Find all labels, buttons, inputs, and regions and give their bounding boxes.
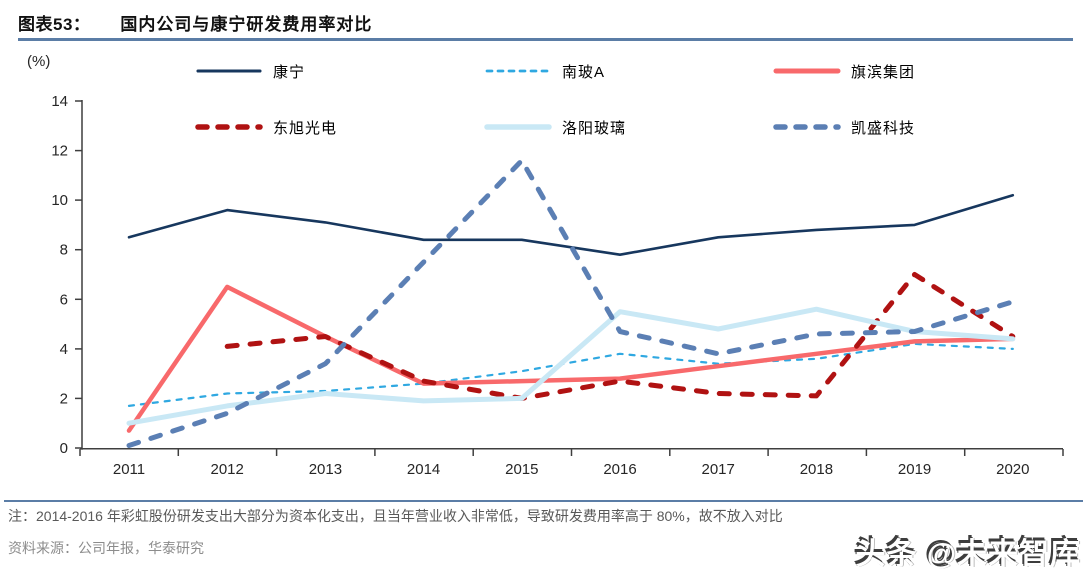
series-line-corning xyxy=(127,193,1015,256)
y-tick-labels: 0 2 4 6 8 10 12 14 xyxy=(51,93,68,457)
legend-item-luoyang: 洛阳玻璃 xyxy=(483,119,627,137)
legend-label-luoyang: 洛阳玻璃 xyxy=(562,119,627,137)
svg-text:2014: 2014 xyxy=(407,461,440,478)
source-text: 资料来源：公司年报，华泰研究 xyxy=(8,540,204,556)
title-underline xyxy=(18,38,1073,41)
series-line-luoyang xyxy=(126,306,1016,426)
svg-text:12: 12 xyxy=(51,143,68,160)
svg-text:2: 2 xyxy=(60,390,68,407)
svg-text:4: 4 xyxy=(60,341,68,358)
chart-number-label: 图表53： xyxy=(18,15,91,34)
legend-label-kibing: 旗滨集团 xyxy=(851,63,916,81)
y-axis xyxy=(75,100,83,450)
chart-title-row: 图表53： 国内公司与康宁研发费用率对比 xyxy=(18,10,372,35)
legend-label-dongxu: 东旭光电 xyxy=(273,119,338,137)
legend-item-csg-a: 南玻A xyxy=(483,63,606,81)
svg-text:2012: 2012 xyxy=(211,461,244,478)
svg-text:6: 6 xyxy=(60,291,68,308)
legend-label-corning: 康宁 xyxy=(273,63,306,81)
page-title: 国内公司与康宁研发费用率对比 xyxy=(120,15,373,34)
x-axis xyxy=(79,447,1064,456)
footnote-text: 注：2014-2016 年彩虹股份研发支出大部分为资本化支出，且当年营业收入非常… xyxy=(8,508,783,524)
footer-divider xyxy=(4,500,1083,502)
legend-swatch-corning xyxy=(196,69,262,73)
svg-text:2018: 2018 xyxy=(800,461,833,478)
watermark-text: 头条 @未来智库 xyxy=(855,538,1081,571)
series-line-kaisheng xyxy=(126,158,1016,448)
svg-text:2015: 2015 xyxy=(505,461,538,478)
legend-swatch-kibing xyxy=(773,68,841,74)
series-line-kibing xyxy=(126,284,1016,433)
svg-text:2020: 2020 xyxy=(996,461,1029,478)
svg-text:2013: 2013 xyxy=(309,461,342,478)
svg-text:8: 8 xyxy=(60,242,68,259)
svg-text:2016: 2016 xyxy=(603,461,636,478)
x-tick-labels: 2011 2012 2013 2014 2015 2016 2017 2018 2019 2020 xyxy=(113,461,1030,478)
legend-swatch-dongxu xyxy=(195,124,263,130)
legend-item-dongxu: 东旭光电 xyxy=(194,119,338,137)
svg-text:10: 10 xyxy=(51,192,68,209)
legend-item-kibing: 旗滨集团 xyxy=(772,63,916,81)
svg-text:0: 0 xyxy=(60,440,68,457)
legend-label-kaisheng: 凯盛科技 xyxy=(851,119,916,137)
legend-label-csg-a: 南玻A xyxy=(562,63,606,81)
legend-swatch-csg-a xyxy=(485,69,551,73)
legend-swatch-kaisheng xyxy=(773,124,841,130)
y-axis-unit-label: (%) xyxy=(27,53,51,70)
svg-text:14: 14 xyxy=(51,93,68,110)
svg-text:2011: 2011 xyxy=(113,461,145,478)
series-line-csg-a xyxy=(127,342,1014,407)
legend-item-corning: 康宁 xyxy=(194,63,306,81)
svg-text:2017: 2017 xyxy=(702,461,735,478)
svg-text:2019: 2019 xyxy=(898,461,931,478)
legend-item-kaisheng: 凯盛科技 xyxy=(772,119,916,137)
legend-swatch-luoyang xyxy=(484,124,552,130)
